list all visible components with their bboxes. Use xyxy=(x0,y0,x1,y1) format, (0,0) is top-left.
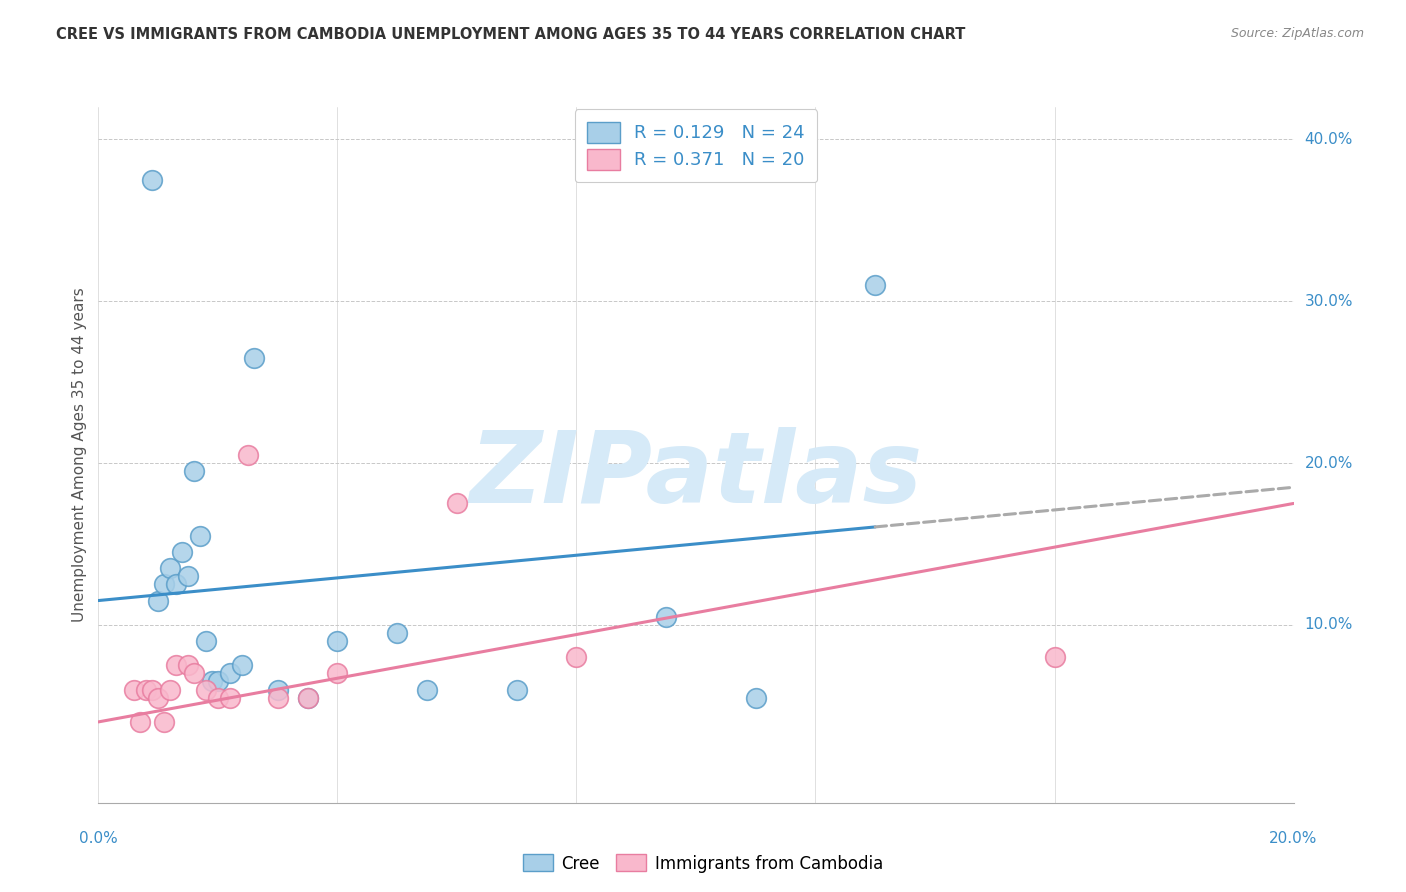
Point xyxy=(326,666,349,681)
Point xyxy=(124,682,146,697)
Point xyxy=(655,609,678,624)
Point xyxy=(565,650,588,665)
Text: CREE VS IMMIGRANTS FROM CAMBODIA UNEMPLOYMENT AMONG AGES 35 TO 44 YEARS CORRELAT: CREE VS IMMIGRANTS FROM CAMBODIA UNEMPLO… xyxy=(56,27,966,42)
Point xyxy=(177,569,200,583)
Point xyxy=(219,666,242,681)
Point xyxy=(165,658,187,673)
Point xyxy=(745,690,768,705)
Point xyxy=(141,173,163,187)
Point xyxy=(183,464,205,478)
Point xyxy=(159,561,181,575)
Point xyxy=(148,690,170,705)
Point xyxy=(172,545,194,559)
Point xyxy=(219,690,242,705)
Point xyxy=(243,351,266,365)
Point xyxy=(231,658,253,673)
Text: 0.0%: 0.0% xyxy=(79,830,118,846)
Point xyxy=(129,714,152,729)
Text: 10.0%: 10.0% xyxy=(1305,617,1353,632)
Point xyxy=(183,666,205,681)
Text: 20.0%: 20.0% xyxy=(1305,456,1353,470)
Point xyxy=(207,690,229,705)
Point xyxy=(153,577,176,591)
Point xyxy=(201,674,224,689)
Point xyxy=(188,529,211,543)
Point xyxy=(267,690,290,705)
Point xyxy=(194,634,218,648)
Point xyxy=(865,278,887,293)
Point xyxy=(326,634,349,648)
Point xyxy=(446,496,468,510)
Text: ZIPatlas: ZIPatlas xyxy=(470,427,922,524)
Legend: Cree, Immigrants from Cambodia: Cree, Immigrants from Cambodia xyxy=(516,847,890,880)
Point xyxy=(416,682,439,697)
Point xyxy=(153,714,176,729)
Point xyxy=(159,682,181,697)
Point xyxy=(267,682,290,697)
Point xyxy=(148,593,170,607)
Text: Source: ZipAtlas.com: Source: ZipAtlas.com xyxy=(1230,27,1364,40)
Point xyxy=(141,682,163,697)
Point xyxy=(207,674,229,689)
Point xyxy=(177,658,200,673)
Point xyxy=(297,690,319,705)
Point xyxy=(1043,650,1066,665)
Point xyxy=(165,577,187,591)
Legend: R = 0.129   N = 24, R = 0.371   N = 20: R = 0.129 N = 24, R = 0.371 N = 20 xyxy=(575,109,817,183)
Point xyxy=(236,448,259,462)
Text: 30.0%: 30.0% xyxy=(1305,293,1353,309)
Point xyxy=(297,690,319,705)
Text: 40.0%: 40.0% xyxy=(1305,132,1353,147)
Text: 20.0%: 20.0% xyxy=(1270,830,1317,846)
Point xyxy=(194,682,218,697)
Y-axis label: Unemployment Among Ages 35 to 44 years: Unemployment Among Ages 35 to 44 years xyxy=(72,287,87,623)
Point xyxy=(135,682,157,697)
Point xyxy=(385,626,409,640)
Point xyxy=(506,682,529,697)
